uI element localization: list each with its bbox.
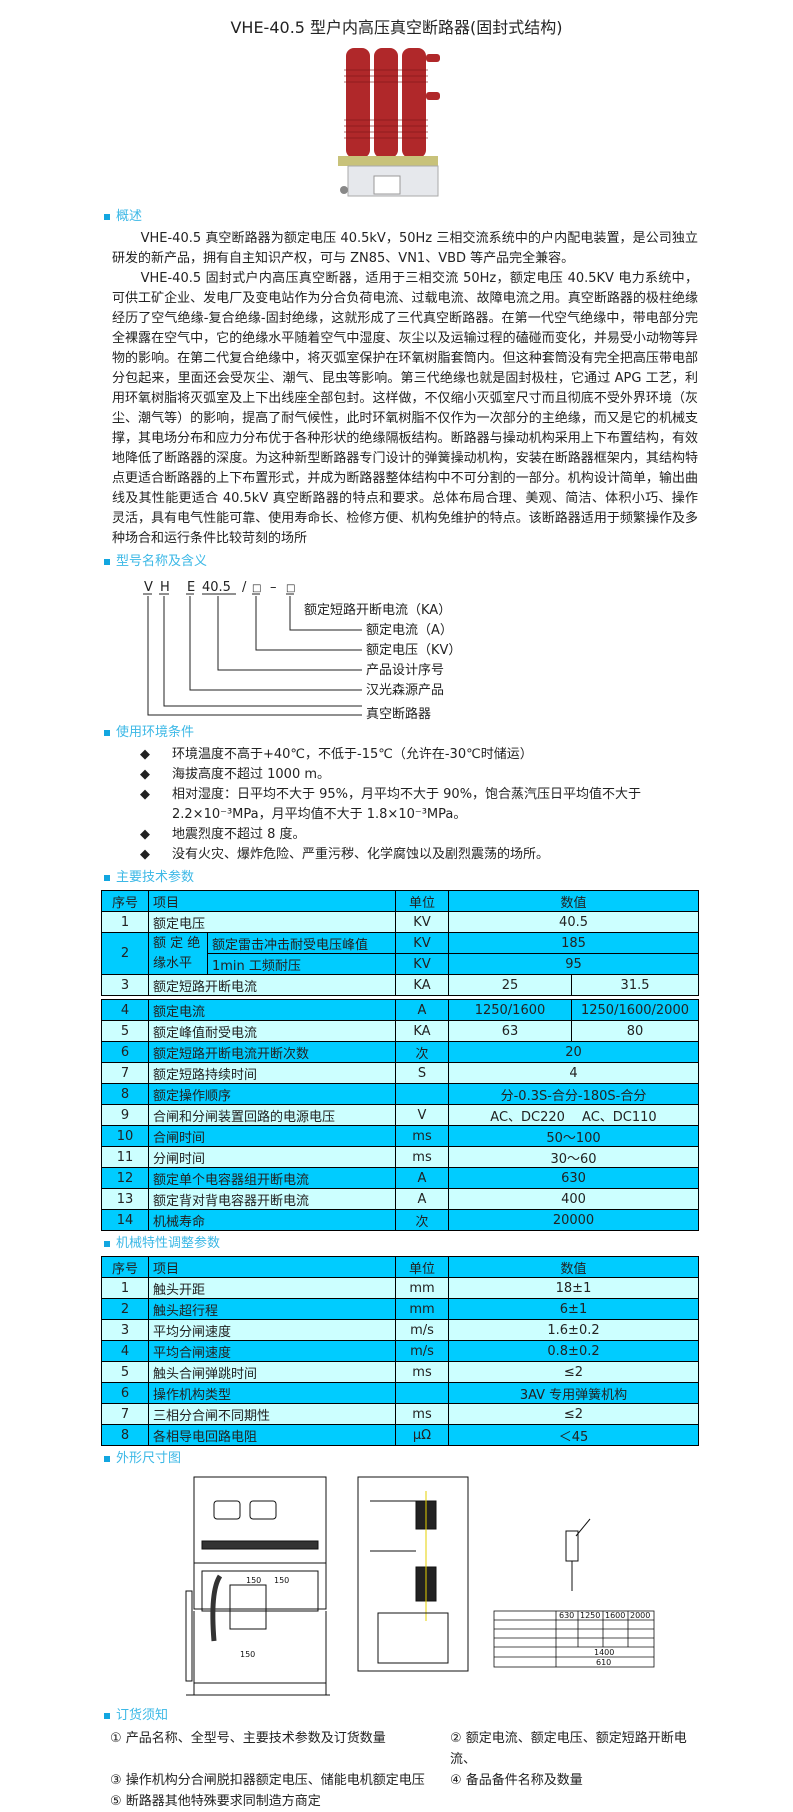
- list-item: ◆ 环境温度不高于+40℃，不低于-15℃（允许在-30℃时储运）: [140, 745, 698, 765]
- order-item: ③ 操作机构分合闸脱扣器额定电压、储能电机额定电压: [110, 1773, 425, 1788]
- section-heading-model: 型号名称及含义: [104, 553, 698, 571]
- order-item: ⑤ 断路器其他特殊要求同制造方商定: [110, 1794, 321, 1809]
- insulator-poles: [346, 48, 440, 158]
- diamond-bullet-icon: ◆: [140, 767, 150, 782]
- table-row: 1 额定电压 KV 40.5: [101, 911, 700, 933]
- table-row: 13 额定背对背电容器开断电流 A 400: [101, 1188, 699, 1210]
- square-bullet-icon: [104, 1241, 110, 1247]
- square-bullet-icon: [104, 1713, 110, 1719]
- svg-text:150: 150: [274, 1576, 289, 1585]
- square-bullet-icon: [104, 875, 110, 881]
- table-header-row: 序号 项目 单位 数值: [101, 890, 700, 912]
- model-label: 额定短路开断电流（KA）: [304, 602, 451, 618]
- table-row: 8 各相导电回路电阻 μΩ ＜45: [101, 1424, 699, 1446]
- diamond-bullet-icon: ◆: [140, 827, 150, 842]
- svg-text:630: 630: [559, 1611, 574, 1620]
- table-row: 10 合闸时间 ms 50～100: [101, 1125, 699, 1147]
- table-row: 4 平均合闸速度 m/s 0.8±0.2: [101, 1340, 699, 1362]
- table-row: 8 额定操作顺序 分-0.3S-合分-180S-合分: [101, 1083, 699, 1105]
- list-item: ◆ 海拔高度不超过 1000 m。: [140, 765, 698, 785]
- model-label: 产品设计序号: [366, 663, 444, 678]
- order-notes: ① 产品名称、全型号、主要技术参数及订货数量 ② 额定电流、额定电压、额定短路开断…: [110, 1728, 698, 1812]
- model-label: 额定电压（KV）: [366, 643, 461, 658]
- order-item: ② 额定电流、额定电压、额定短路开断电流、: [450, 1731, 687, 1767]
- square-bullet-icon: [104, 730, 110, 736]
- list-item: ◆ 相对湿度：日平均不大于 95%，月平均不大于 90%，饱合蒸汽压日平均值不大于…: [140, 785, 698, 825]
- table-row: 9 合闸和分闸装置回路的电源电压 V AC、DC220 AC、DC110: [101, 1104, 699, 1126]
- code-v: V: [144, 580, 153, 595]
- diamond-bullet-icon: ◆: [140, 787, 150, 802]
- table-row: 7 额定短路持续时间 S 4: [101, 1062, 699, 1084]
- code-voltage: 40.5: [202, 580, 231, 595]
- table-row: 1min 工频耐压 KV 95: [102, 953, 700, 975]
- svg-text:150: 150: [240, 1650, 255, 1659]
- table-row: 3 额定短路开断电流 KA 25 31.5: [101, 974, 700, 996]
- diamond-bullet-icon: ◆: [140, 747, 150, 762]
- terminal-detail: [565, 1518, 591, 1591]
- table-row: 2 触头超行程 mm 6±1: [101, 1298, 699, 1320]
- diamond-bullet-icon: ◆: [140, 847, 150, 862]
- table-row: 6 操作机构类型 3AV 专用弹簧机构: [101, 1382, 699, 1404]
- code-slash: /: [242, 580, 247, 595]
- table-row: 1 触头开距 mm 18±1: [101, 1277, 699, 1299]
- table-row: 14 机械寿命次 20000: [101, 1209, 699, 1231]
- section-heading-environment: 使用环境条件: [104, 724, 698, 742]
- table-row: 5 触头合闸弹跳时间 ms ≤2: [101, 1361, 699, 1383]
- front-view: 150 150 150: [185, 1476, 330, 1696]
- section-heading-overview: 概述: [104, 208, 698, 226]
- section-heading-mech-params: 机械特性调整参数: [104, 1235, 698, 1253]
- section-heading-order: 订货须知: [104, 1707, 698, 1725]
- table-row: 2 额 定 绝 缘水平 额定雷击冲击耐受电压峰值 KV 185: [101, 932, 700, 975]
- svg-text:610: 610: [596, 1658, 611, 1667]
- product-image: [338, 48, 440, 197]
- code-breaking-box: □: [286, 583, 295, 594]
- environment-list: ◆ 环境温度不高于+40℃，不低于-15℃（允许在-30℃时储运） ◆ 海拔高度不超…: [140, 745, 698, 865]
- order-item: ① 产品名称、全型号、主要技术参数及订货数量: [110, 1731, 386, 1746]
- mech-params-table: 序号 项目 单位 数值 1 触头开距 mm 18±1 2 触头超行程 mm 6±1 3 平均分闸速…: [101, 1256, 699, 1446]
- table-row: 3 平均分闸速度 m/s 1.6±0.2: [101, 1319, 699, 1341]
- side-view: [357, 1476, 469, 1672]
- dimension-drawing: 150 150 150 630 1250 1600 2000 1400 610: [185, 1476, 655, 1696]
- page-title: VHE-40.5 型户内高压真空断路器(固封式结构): [230, 18, 563, 37]
- code-dash: –: [270, 580, 277, 595]
- square-bullet-icon: [104, 1456, 110, 1462]
- code-h: H: [160, 580, 170, 595]
- svg-text:1400: 1400: [594, 1648, 614, 1657]
- model-label: 额定电流（A）: [366, 623, 453, 638]
- section-heading-drawing: 外形尺寸图: [104, 1450, 698, 1468]
- overview-paragraph: VHE-40.5 真空断路器为额定电压 40.5kV，50Hz 三相交流系统中的…: [112, 231, 698, 266]
- square-bullet-icon: [104, 559, 110, 565]
- overview-paragraph: VHE-40.5 固封式户内高压真空断器，适用于三相交流 50Hz，额定电压 4…: [112, 271, 698, 546]
- square-bullet-icon: [104, 214, 110, 220]
- table-row: 11 分闸时间 ms 30～60: [101, 1146, 699, 1168]
- table-header-row: 序号 项目 单位 数值: [101, 1256, 699, 1278]
- svg-text:150: 150: [246, 1576, 261, 1585]
- model-label: 真空断路器: [366, 706, 431, 720]
- order-item: ④ 备品备件名称及数量: [450, 1773, 583, 1788]
- svg-text:2000: 2000: [630, 1611, 650, 1620]
- table-row: 6 额定短路开断电流开断次数次 20: [101, 1041, 699, 1063]
- list-item: ◆ 没有火灾、爆炸危险、严重污秽、化学腐蚀以及剧烈震荡的场所。: [140, 845, 698, 865]
- table-row: 5 额定峰值耐受电流 KA 63 80: [101, 1020, 699, 1042]
- main-params-table-a: 序号 项目 单位 数值 1 额定电压 KV 40.5 2 额 定 绝 缘水平 额…: [101, 890, 700, 996]
- drawing-spec-table: 630 1250 1600 2000 1400 610: [493, 1610, 655, 1668]
- list-item: ◆ 地震烈度不超过 8 度。: [140, 825, 698, 845]
- table-row: 4 额定电流 A 1250/1600 1250/1600/2000: [101, 999, 699, 1021]
- model-code-diagram: V H E 40.5 / □ – □ 额定短路开断电流（KA） 额定电流（A） …: [143, 580, 461, 720]
- table-row: 7 三相分合闸不同期性 ms ≤2: [101, 1403, 699, 1425]
- page-content: 概述 VHE-40.5 真空断路器为额定电压 40.5kV，50Hz 三相交流系…: [101, 204, 700, 1812]
- section-heading-main-params: 主要技术参数: [104, 869, 698, 887]
- overview-text: VHE-40.5 真空断路器为额定电压 40.5kV，50Hz 三相交流系统中的…: [112, 229, 698, 549]
- code-e: E: [187, 580, 195, 595]
- code-current-box: □: [252, 583, 261, 594]
- svg-text:1600: 1600: [605, 1611, 625, 1620]
- svg-text:1250: 1250: [580, 1611, 600, 1620]
- main-params-table-b: 4 额定电流 A 1250/1600 1250/1600/2000 5 额定峰值耐受电流 KA…: [101, 999, 699, 1231]
- table-row: 12 额定单个电容器组开断电流 A 630: [101, 1167, 699, 1189]
- model-label: 汉光森源产品: [366, 683, 444, 698]
